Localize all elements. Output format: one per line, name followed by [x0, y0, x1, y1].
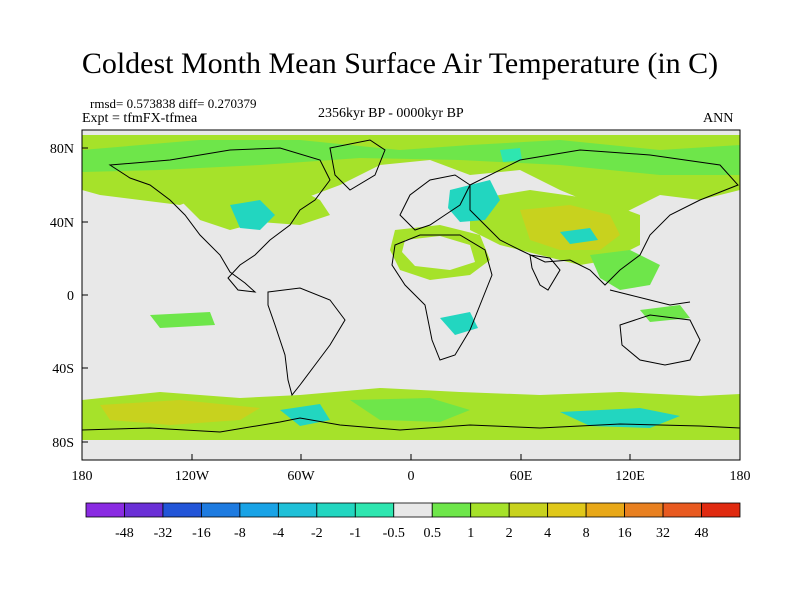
lat-label: 40N [50, 216, 74, 231]
colorbar-swatch [354, 502, 395, 518]
colorbar-label: -8 [234, 526, 246, 541]
colorbar-label: 48 [695, 526, 709, 541]
coast-india [529, 254, 561, 291]
colorbar-swatch [662, 502, 702, 518]
colorbar-swatch [162, 502, 202, 518]
colorbar-label: 16 [618, 526, 632, 541]
colorbar-swatch [701, 502, 741, 518]
lon-label: 120E [615, 469, 645, 484]
colorbar-label: 8 [583, 526, 590, 541]
experiment-label: Expt = tfmFX-tfmea [82, 111, 198, 126]
colorbar-swatch [508, 502, 549, 518]
coast-asia [469, 149, 739, 286]
period-label: 2356kyr BP - 0000kyr BP [318, 106, 464, 121]
lat-label: 80N [50, 142, 74, 157]
coast-greenland [329, 139, 386, 191]
colorbar-swatch [201, 502, 241, 518]
antarctic-cool-2 [560, 408, 680, 428]
arctic-cool-patch [500, 148, 522, 162]
na-cool-patch [230, 200, 275, 230]
lat-label: 0 [67, 289, 74, 304]
season-label: ANN [703, 111, 734, 126]
lon-label: 180 [72, 469, 93, 484]
lon-label: 120W [175, 469, 210, 484]
antarctic-cool-1 [280, 404, 330, 426]
coast-antarctica [81, 417, 741, 433]
colorbar-label: -32 [154, 526, 173, 541]
colorbar-label: 1 [467, 526, 474, 541]
colorbar-label: 4 [544, 526, 551, 541]
colorbar-label: -4 [273, 526, 285, 541]
colorbar-label: -1 [349, 526, 361, 541]
africa-cool-patch [440, 312, 478, 335]
coast-south-america [267, 287, 346, 397]
anomaly-field [82, 135, 740, 440]
colorbar-label: -48 [115, 526, 134, 541]
colorbar-swatch [585, 502, 625, 518]
coast-europe [399, 174, 471, 231]
lat-label: 80S [52, 436, 74, 451]
southern-ocean-core [100, 400, 260, 425]
central-asia-cool [560, 228, 598, 244]
colorbar-swatch [85, 502, 125, 518]
lat-axis: 80N 40N 0 40S 80S [50, 142, 88, 451]
colorbar-swatch [239, 502, 279, 518]
colorbar-label: 2 [506, 526, 513, 541]
lon-label: 60E [510, 469, 533, 484]
coast-australia [619, 314, 701, 366]
lon-axis: 180 120W 60W 0 60E 120E 180 [72, 454, 751, 484]
colorbar-label: 0.5 [423, 526, 441, 541]
colorbar-swatch [277, 502, 318, 518]
colorbar-swatch [431, 502, 472, 518]
colorbar-swatch [124, 502, 164, 518]
colorbar-swatch [316, 502, 356, 518]
lon-label: 180 [730, 469, 751, 484]
se-asia-warm [590, 250, 660, 290]
lon-label: 60W [287, 469, 315, 484]
coast-maritime-se-asia [609, 289, 691, 306]
colorbar-swatch [393, 502, 433, 518]
coast-north-america [108, 147, 331, 293]
coastlines [81, 139, 741, 433]
lon-label: 0 [408, 469, 415, 484]
indian-ocean-patch [640, 305, 690, 322]
southern-ocean-east [350, 398, 470, 422]
colorbar: -48 -32 -16 -8 -4 -2 -1 -0.5 0.5 1 2 4 8 16 32 48 [85, 502, 741, 541]
colorbar-label: 32 [656, 526, 670, 541]
map-title: Coldest Month Mean Surface Air Temperatu… [81, 47, 719, 80]
coast-africa [391, 234, 493, 361]
colorbar-swatch [547, 502, 587, 518]
stats-label: rmsd= 0.573838 diff= 0.270379 [90, 96, 257, 111]
sahara-interior [402, 236, 475, 270]
colorbar-label: -0.5 [383, 526, 405, 541]
colorbar-label: -2 [311, 526, 323, 541]
siberia-cool-patch [448, 180, 500, 222]
arctic-warm-band-2 [82, 140, 740, 175]
colorbar-swatch [624, 502, 664, 518]
pacific-warm-patch [150, 312, 215, 328]
colorbar-label: -16 [192, 526, 211, 541]
lat-label: 40S [52, 362, 74, 377]
colorbar-swatch [470, 502, 510, 518]
